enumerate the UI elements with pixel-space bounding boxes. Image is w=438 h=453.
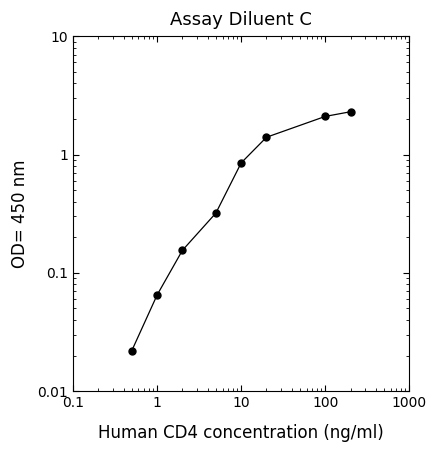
X-axis label: Human CD4 concentration (ng/ml): Human CD4 concentration (ng/ml) [98, 424, 384, 442]
Y-axis label: OD= 450 nm: OD= 450 nm [11, 159, 29, 268]
Title: Assay Diluent C: Assay Diluent C [170, 11, 312, 29]
